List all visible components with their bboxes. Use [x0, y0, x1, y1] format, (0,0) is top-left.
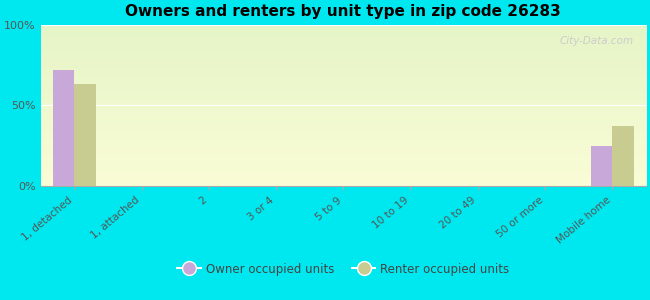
Legend: Owner occupied units, Renter occupied units: Owner occupied units, Renter occupied un…	[173, 258, 514, 280]
Bar	[53, 70, 74, 186]
Bar	[74, 84, 96, 186]
Text: City-Data.com: City-Data.com	[560, 36, 634, 46]
Title: Owners and renters by unit type in zip code 26283: Owners and renters by unit type in zip c…	[125, 4, 561, 19]
Bar	[612, 126, 634, 186]
Bar	[591, 146, 612, 186]
